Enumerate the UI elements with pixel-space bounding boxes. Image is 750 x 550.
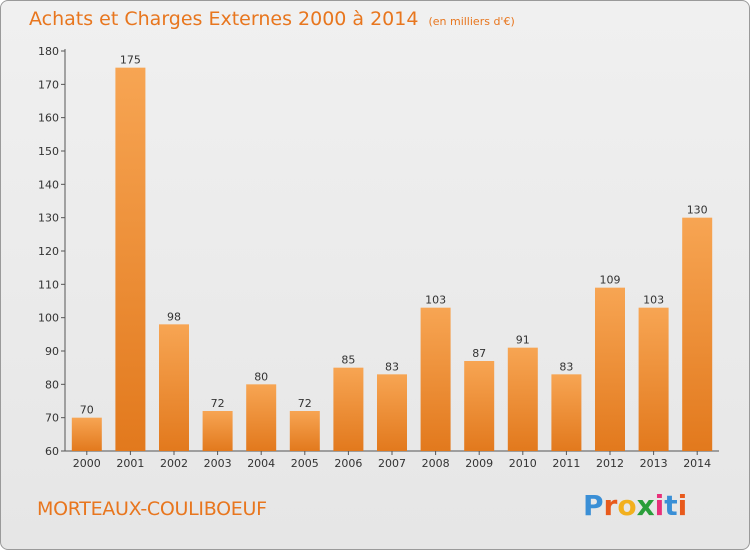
- bar-2014: [682, 217, 713, 451]
- bar-2004: [246, 384, 277, 451]
- bar-value-label: 109: [600, 274, 621, 287]
- bar-2001: [115, 67, 146, 452]
- x-tick-label: 2014: [683, 457, 711, 470]
- logo-letter: P: [583, 489, 604, 522]
- x-tick-label: 2010: [509, 457, 537, 470]
- y-tick-label: 170: [38, 78, 59, 91]
- x-tick-label: 2002: [160, 457, 188, 470]
- y-tick-label: 90: [45, 345, 59, 358]
- x-tick-label: 2003: [204, 457, 232, 470]
- bar-value-label: 175: [120, 54, 141, 67]
- bar-2006: [333, 367, 364, 451]
- bar-2011: [551, 374, 582, 451]
- bar-value-label: 91: [516, 334, 530, 347]
- logo-letter: r: [603, 489, 618, 522]
- x-tick-label: 2013: [640, 457, 668, 470]
- logo-letter: o: [617, 489, 637, 522]
- bar-2010: [507, 347, 538, 451]
- x-tick-label: 2001: [116, 457, 144, 470]
- y-tick-label: 130: [38, 212, 59, 225]
- y-tick-label: 100: [38, 312, 59, 325]
- bar-2012: [595, 287, 625, 451]
- x-tick-label: 2005: [291, 457, 319, 470]
- x-tick-label: 2009: [465, 457, 493, 470]
- chart-unit-note: (en milliers d'€): [428, 15, 515, 28]
- y-tick-label: 110: [38, 278, 59, 291]
- x-tick-label: 2006: [334, 457, 362, 470]
- bar-2005: [289, 411, 320, 451]
- y-tick-label: 60: [45, 445, 59, 458]
- bar-value-label: 80: [254, 370, 268, 383]
- y-tick-label: 150: [38, 145, 59, 158]
- bar-value-label: 83: [385, 360, 399, 373]
- bar-value-label: 103: [643, 294, 664, 307]
- y-tick-label: 180: [38, 45, 59, 58]
- chart-title: Achats et Charges Externes 2000 à 2014: [29, 8, 419, 30]
- logo-letter: x: [636, 489, 655, 522]
- bar-2002: [159, 324, 189, 451]
- logo-letter: t: [664, 489, 678, 522]
- x-tick-label: 2008: [422, 457, 450, 470]
- bar-value-label: 130: [687, 204, 708, 217]
- bar-2013: [638, 307, 669, 451]
- y-tick-label: 80: [45, 378, 59, 391]
- commune-name: MORTEAUX-COULIBOEUF: [37, 498, 267, 520]
- bar-value-label: 98: [167, 310, 181, 323]
- bar-2000: [71, 417, 102, 451]
- bar-2003: [202, 411, 233, 451]
- bar-value-label: 85: [341, 354, 355, 367]
- proxiti-logo: Proxiti: [583, 489, 687, 522]
- x-tick-label: 2007: [378, 457, 406, 470]
- y-tick-label: 120: [38, 245, 59, 258]
- bar-value-label: 70: [80, 404, 94, 417]
- bar-2007: [377, 374, 407, 451]
- y-tick-label: 140: [38, 178, 59, 191]
- bar-value-label: 103: [425, 294, 446, 307]
- bar-value-label: 87: [472, 347, 486, 360]
- y-tick-label: 160: [38, 112, 59, 125]
- x-tick-label: 2012: [596, 457, 624, 470]
- bar-2008: [420, 307, 451, 451]
- logo-letter: i: [654, 489, 665, 522]
- logo-letter: i: [677, 489, 688, 522]
- title-line: Achats et Charges Externes 2000 à 2014 (e…: [29, 8, 515, 30]
- x-tick-label: 2004: [247, 457, 275, 470]
- bar-2009: [464, 361, 495, 451]
- bar-value-label: 83: [559, 360, 573, 373]
- x-tick-label: 2011: [552, 457, 580, 470]
- y-tick-label: 70: [45, 412, 59, 425]
- bars: 70 175 98 72 80 72 85 83 103 87 91 83 109 103 130: [71, 54, 713, 452]
- x-tick-label: 2000: [73, 457, 101, 470]
- bar-value-label: 72: [298, 397, 312, 410]
- bar-value-label: 72: [211, 397, 225, 410]
